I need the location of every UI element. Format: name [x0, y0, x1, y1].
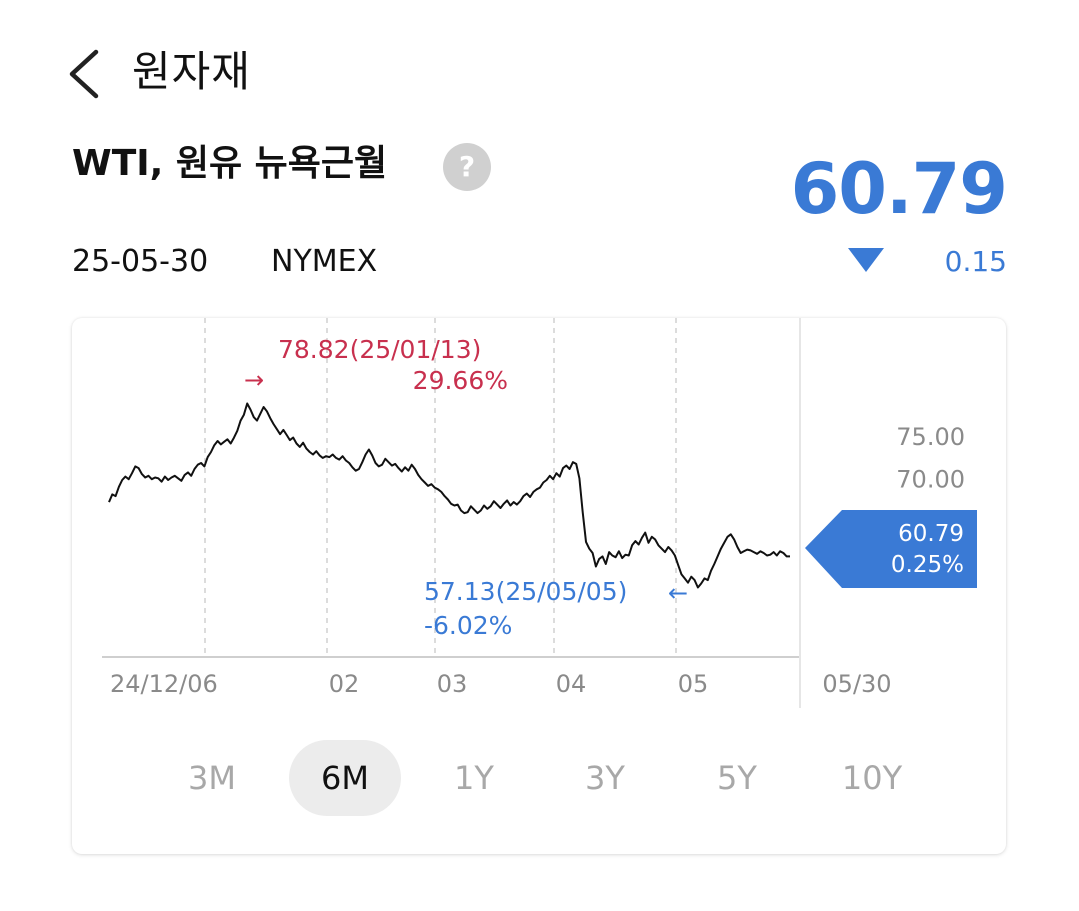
product-name: WTI, 원유 뉴욕근월	[72, 143, 388, 184]
x-tick-label: 24/12/06	[110, 670, 218, 698]
high-value-label: 78.82(25/01/13)	[278, 335, 481, 364]
low-annotation: 57.13(25/05/05) -6.02% ←	[424, 577, 688, 640]
low-value-label: 57.13(25/05/05)	[424, 577, 627, 606]
high-annotation: → 78.82(25/01/13) 29.66%	[244, 335, 508, 395]
current-price: 60.79	[790, 148, 1008, 230]
back-button[interactable]	[60, 44, 112, 104]
low-arrow-icon: ←	[668, 579, 688, 607]
period-tab-1y[interactable]: 1Y	[418, 740, 530, 816]
low-pct-label: -6.02%	[424, 611, 512, 640]
x-tick-label: 03	[437, 670, 468, 698]
x-tick-label: 05/30	[822, 670, 891, 698]
exchange-name: NYMEX	[271, 244, 378, 279]
period-tab-3y[interactable]: 3Y	[549, 740, 661, 816]
y-tick-label: 70.00	[896, 465, 965, 493]
period-tab-5y[interactable]: 5Y	[681, 740, 793, 816]
x-tick-label: 02	[329, 670, 360, 698]
last-price-value: 60.79	[898, 521, 964, 547]
period-tab-10y[interactable]: 10Y	[816, 740, 928, 816]
price-change: 0.15	[944, 245, 1007, 278]
y-tick-label: 75.00	[896, 423, 965, 451]
period-tab-6m[interactable]: 6M	[289, 740, 401, 816]
last-price-tag-shape	[805, 510, 977, 588]
last-price-tag: 60.79 0.25%	[805, 510, 977, 588]
chevron-left-icon	[69, 49, 99, 99]
high-pct-label: 29.66%	[413, 366, 508, 395]
quote-date: 25-05-30	[72, 244, 209, 279]
period-selector: 3M 6M 1Y 3Y 5Y 10Y	[188, 740, 912, 816]
page-title: 원자재	[132, 47, 251, 96]
last-price-pct: 0.25%	[891, 552, 964, 578]
x-tick-label: 05	[678, 670, 709, 698]
period-tab-3m[interactable]: 3M	[156, 740, 268, 816]
down-triangle-icon	[848, 248, 884, 272]
help-icon[interactable]: ?	[443, 143, 491, 191]
high-arrow-icon: →	[244, 366, 264, 394]
x-tick-label: 04	[556, 670, 587, 698]
price-series-line	[108, 402, 790, 589]
